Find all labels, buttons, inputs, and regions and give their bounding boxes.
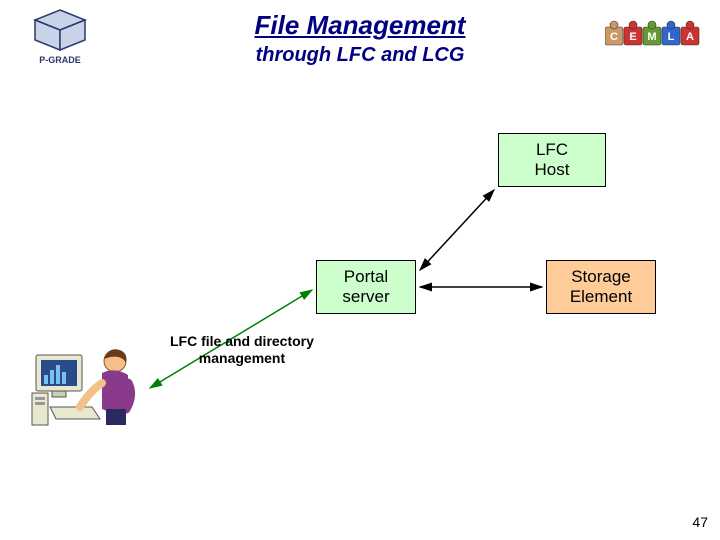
slide-title: File Management bbox=[0, 10, 720, 41]
page-number: 47 bbox=[692, 514, 708, 530]
user-at-computer-icon bbox=[30, 335, 150, 435]
portal-box: Portal server bbox=[316, 260, 416, 314]
lfc-caption: LFC file and directory management bbox=[170, 333, 314, 367]
slide-subtitle: through LFC and LCG bbox=[0, 44, 720, 67]
lfc_host-box: LFC Host bbox=[498, 133, 606, 187]
storage-box: Storage Element bbox=[546, 260, 656, 314]
